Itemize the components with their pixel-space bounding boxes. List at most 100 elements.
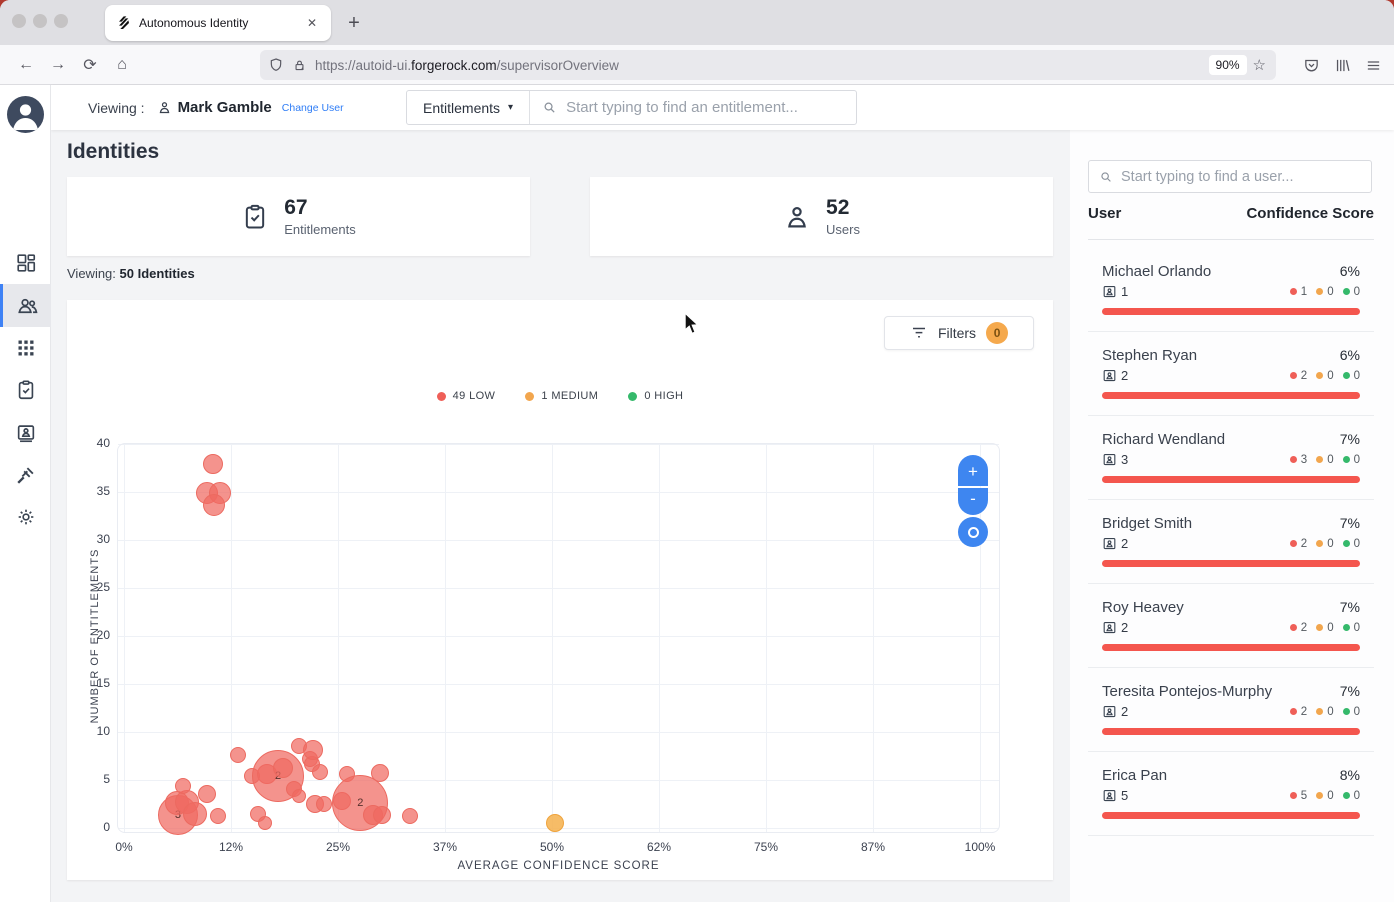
avatar[interactable] (7, 96, 44, 133)
medium-dot-icon (1316, 792, 1324, 799)
user-name: Bridget Smith (1102, 515, 1193, 532)
entitlement-search[interactable] (530, 91, 856, 124)
viewing-value: 50 Identities (119, 266, 195, 281)
sidebar-item-dashboard[interactable] (0, 241, 51, 284)
medium-dot-icon (1316, 456, 1324, 463)
id-badge-icon (1102, 704, 1117, 719)
user-confidence-score: 7% (1339, 515, 1360, 531)
window-zoom-button[interactable] (54, 14, 68, 28)
medium-dot-icon (1316, 372, 1324, 379)
bubble-plot[interactable]: 0% 12% 25% 37% 50% 62% 75% 87% 100% 40 35 30 25 20 15 1… (67, 300, 1053, 880)
page-zoom-badge[interactable]: 90% (1208, 55, 1247, 75)
sidebar-item-applications[interactable] (0, 326, 51, 369)
bookmark-star-icon[interactable]: ☆ (1252, 57, 1266, 74)
x-tick-label: 37% (432, 840, 458, 854)
y-tick-label: 5 (103, 772, 110, 786)
y-tick-label: 15 (96, 676, 110, 690)
id-badge-icon (1102, 620, 1117, 635)
legend-label: 1 MEDIUM (541, 390, 599, 402)
user-name: Stephen Ryan (1102, 347, 1198, 364)
entitlement-search-group: Entitlements ▾ (406, 90, 858, 125)
legend-item[interactable]: 0 HIGH (628, 390, 683, 402)
window-close-button[interactable] (12, 14, 26, 28)
sidebar-item-identities[interactable] (0, 284, 51, 327)
entity-type-dropdown[interactable]: Entitlements ▾ (407, 91, 531, 124)
filters-button[interactable]: Filters 0 (884, 316, 1034, 350)
zoom-in-button[interactable]: + (958, 455, 988, 486)
tab-close-icon[interactable]: ✕ (306, 16, 317, 30)
pocket-icon[interactable] (1303, 57, 1320, 74)
confidence-bar (1102, 560, 1360, 567)
user-search[interactable] (1088, 160, 1372, 193)
confidence-bar (1102, 728, 1360, 735)
hamburger-menu-icon[interactable] (1365, 57, 1382, 74)
chevron-down-icon: ▾ (508, 102, 514, 113)
home-icon[interactable]: ⌂ (117, 55, 127, 73)
shield-icon[interactable] (268, 57, 284, 73)
x-gridline (659, 443, 660, 833)
users-count-label: Users (826, 221, 860, 237)
user-row[interactable]: Stephen Ryan 6% 2 2 0 0 (1088, 332, 1374, 416)
medium-count: 0 (1327, 285, 1334, 298)
high-count: 0 (1353, 285, 1360, 298)
entitlements-stat-card: 67 Entitlements (67, 177, 530, 256)
user-row[interactable]: Erica Pan 8% 5 5 0 0 (1088, 752, 1374, 836)
url-text[interactable]: https://autoid-ui.forgerock.com/supervis… (315, 58, 1209, 73)
id-badge-icon (1102, 788, 1117, 803)
x-tick-label: 12% (218, 840, 244, 854)
user-row[interactable]: Bridget Smith 7% 2 2 0 0 (1088, 500, 1374, 584)
user-risk-dots: 1 0 0 (1289, 285, 1360, 298)
entitlement-search-input[interactable] (566, 99, 845, 116)
user-entitlement-count: 1 (1121, 284, 1129, 299)
x-gridline (980, 443, 981, 833)
y-tick-label: 10 (96, 724, 110, 738)
user-row[interactable]: Richard Wendland 7% 3 3 0 0 (1088, 416, 1374, 500)
url-scheme: https:// (315, 57, 356, 73)
y-gridline (118, 588, 999, 589)
user-confidence-score: 6% (1339, 263, 1360, 279)
legend-item[interactable]: 1 MEDIUM (525, 390, 598, 402)
library-icon[interactable] (1334, 57, 1351, 74)
address-bar[interactable]: https://autoid-ui.forgerock.com/supervis… (260, 50, 1276, 80)
user-list: Michael Orlando 6% 1 1 0 0 Stephen Ryan 6% 2 2 0 0 R… (1088, 248, 1374, 836)
user-row[interactable]: Teresita Pontejos-Murphy 7% 2 2 0 0 (1088, 668, 1374, 752)
window-minimize-button[interactable] (33, 14, 47, 28)
id-badge-icon (1102, 452, 1117, 467)
confidence-bar (1102, 644, 1360, 651)
sidebar-item-rules[interactable] (0, 453, 51, 496)
low-dot-icon (1289, 288, 1297, 295)
change-user-link[interactable]: Change User (281, 101, 344, 114)
legend-dot-icon (436, 391, 446, 401)
y-tick-label: 25 (96, 580, 110, 594)
chart-legend: 49 LOW 1 MEDIUM 0 HIGH (67, 390, 1053, 402)
user-row[interactable]: Roy Heavey 7% 2 2 0 0 (1088, 584, 1374, 668)
user-row[interactable]: Michael Orlando 6% 1 1 0 0 (1088, 248, 1374, 332)
legend-item[interactable]: 49 LOW (436, 390, 496, 402)
reload-icon[interactable]: ⟳ (83, 56, 97, 74)
user-search-input[interactable] (1121, 168, 1361, 185)
forward-icon[interactable]: → (50, 55, 66, 73)
medium-count: 0 (1327, 369, 1334, 382)
lock-icon[interactable] (292, 58, 307, 73)
browser-tab[interactable]: Autonomous Identity ✕ (105, 5, 331, 41)
zoom-reset-button[interactable] (958, 517, 988, 547)
id-badge-icon (1102, 368, 1117, 383)
y-gridline (118, 780, 999, 781)
sidebar-item-tasks[interactable] (0, 368, 51, 411)
sidebar-item-settings[interactable] (0, 495, 51, 538)
zoom-out-button[interactable]: - (958, 488, 988, 515)
new-tab-button[interactable]: + (348, 12, 360, 34)
back-icon[interactable]: ← (18, 55, 34, 73)
filters-count-badge: 0 (986, 322, 1009, 344)
y-tick-label: 20 (96, 628, 110, 642)
high-count: 0 (1353, 453, 1360, 466)
sidebar-item-accounts[interactable] (0, 411, 51, 454)
current-user-name: Mark Gamble (177, 99, 272, 116)
y-tick-label: 30 (96, 532, 110, 546)
user-name: Erica Pan (1102, 767, 1168, 784)
high-dot-icon (1342, 372, 1350, 379)
confidence-bar (1102, 392, 1360, 399)
legend-dot-icon (525, 391, 535, 401)
viewing-label: Viewing: (67, 266, 116, 281)
medium-count: 0 (1327, 621, 1334, 634)
